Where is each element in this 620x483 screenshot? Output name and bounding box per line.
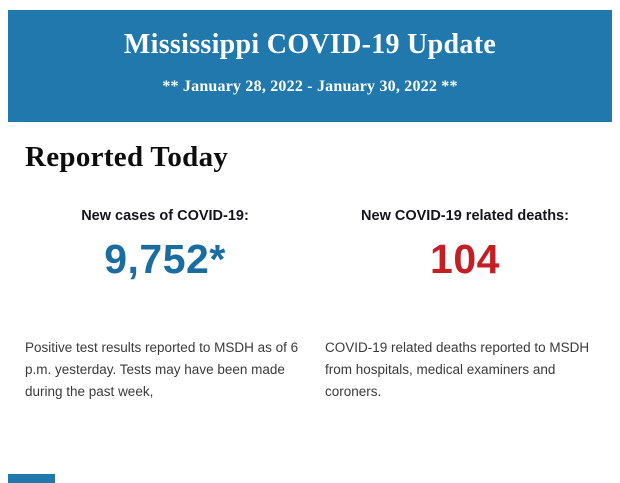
next-section-banner-stub [8, 474, 55, 483]
section-heading: Reported Today [25, 141, 229, 173]
stats-row: New cases of COVID-19: 9,752* Positive t… [25, 208, 605, 403]
newsletter-title: Mississippi COVID-19 Update [123, 29, 497, 60]
cases-description: Positive test results reported to MSDH a… [25, 340, 299, 399]
deaths-column: New COVID-19 related deaths: 104 COVID-1… [325, 208, 605, 403]
deaths-label: New COVID-19 related deaths: [361, 208, 569, 224]
cases-value: 9,752* [104, 236, 226, 282]
deaths-value: 104 [430, 236, 500, 282]
date-range: ** January 28, 2022 - January 30, 2022 *… [162, 78, 458, 95]
cases-label: New cases of COVID-19: [81, 208, 249, 224]
cases-column: New cases of COVID-19: 9,752* Positive t… [25, 208, 305, 403]
header-banner: Mississippi COVID-19 Update ** January 2… [8, 10, 612, 122]
deaths-description: COVID-19 related deaths reported to MSDH… [325, 340, 590, 399]
